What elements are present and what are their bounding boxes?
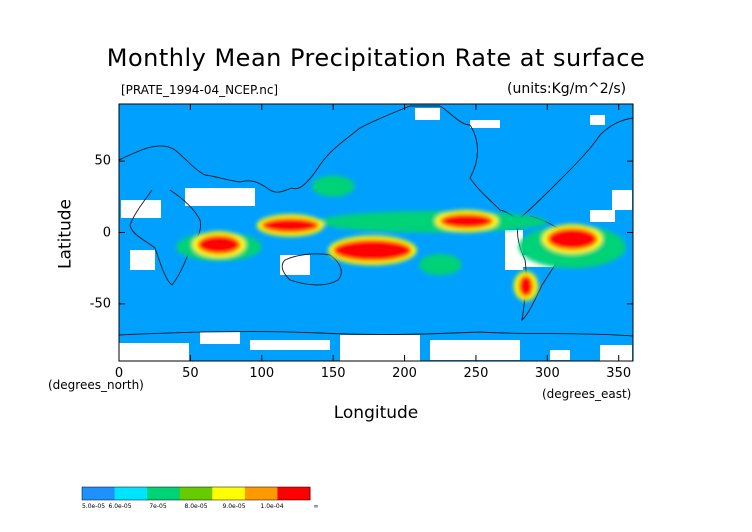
x-tick-label: 300 [534, 366, 560, 381]
precip-region-high [197, 235, 241, 254]
precip-region-medium [318, 211, 548, 233]
x-tick-label: 100 [249, 366, 275, 381]
colorbar [81, 486, 311, 501]
colorbar-frame [81, 486, 311, 501]
coastline-africa [129, 189, 202, 286]
x-tick-label: 50 [182, 366, 199, 381]
y-tick-label: 0 [102, 225, 111, 240]
precip-region-medium [311, 175, 355, 197]
precip-region-high [440, 213, 494, 229]
y-axis-unit: (degrees_north) [48, 378, 144, 392]
colorbar-label: 5.0e-05 [82, 503, 106, 510]
y-tick-label: -50 [89, 296, 111, 312]
x-tick-label: 200 [392, 366, 417, 381]
x-tick-label: 350 [606, 366, 632, 381]
colorbar-label: 1.0e-04 [260, 503, 284, 510]
precipitation-field [176, 175, 626, 301]
colorbar-label: 7e-05 [149, 503, 167, 510]
units-label: (units:Kg/m^2/s) [507, 81, 627, 97]
precip-region-high [547, 228, 598, 250]
precip-region-high [333, 239, 412, 262]
colorbar-swatch [114, 487, 148, 500]
x-tick-label: 250 [463, 366, 489, 381]
chart-title: Monthly Mean Precipitation Rate at surfa… [106, 44, 646, 72]
colorbar-swatch [244, 487, 278, 500]
missing-data-patches [119, 108, 632, 361]
x-tick-label: 150 [320, 366, 346, 381]
coastline-antarctica [119, 331, 633, 337]
x-axis-unit: (degrees_east) [542, 387, 632, 401]
colorbar-swatch [82, 487, 116, 500]
file-label: [PRATE_1994-04_NCEP.nc] [121, 83, 279, 97]
coastline-eurasia [119, 105, 471, 193]
map-area [119, 104, 633, 361]
x-axis-label: Longitude [333, 403, 419, 423]
precip-region-high [518, 275, 534, 297]
colorbar-swatch [212, 487, 246, 500]
colorbar-label: 6.0e-05 [108, 503, 132, 510]
colorbar-label: ∞ [313, 503, 319, 510]
precip-region-medium [418, 253, 462, 276]
colorbar-label: 9.0e-05 [222, 503, 246, 510]
coastline-australia [281, 253, 342, 286]
missing-patch-south [119, 332, 632, 361]
precip-region-high [261, 218, 319, 233]
y-tick-label: 50 [94, 153, 111, 169]
colorbar-swatch [277, 487, 311, 500]
colorbar-swatch [179, 487, 213, 500]
axis-ticks [118, 104, 633, 361]
x-tick-label: 0 [114, 366, 124, 381]
missing-patch [121, 108, 632, 275]
colorbar-label: 8.0e-05 [184, 503, 208, 510]
colorbar-swatch [147, 487, 181, 500]
